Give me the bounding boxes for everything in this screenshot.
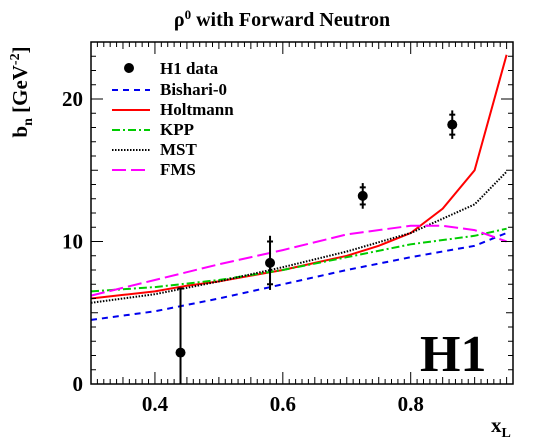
y-tick-label: 20 [62,87,83,111]
series-line-kpp [90,227,507,293]
y-axis-label: bn [GeV-2] [8,46,36,137]
plot-lines [90,54,508,321]
chart-title-sup: 0 [185,7,192,22]
series-line-mst [90,171,508,304]
x-axis-label-sub: L [502,426,511,441]
legend-label-fms: FMS [160,160,196,179]
legend-marker-h1-data [124,63,134,73]
x-tick-label: 0.6 [270,392,296,416]
axes: 0.4 0.6 0.8 0 10 20 [62,41,514,416]
legend-label-bishari-0: Bishari-0 [160,80,227,99]
legend-label-mst: MST [160,140,198,159]
legend-label-holtmann: Holtmann [160,100,234,119]
y-tick-label: 10 [62,230,83,254]
y-axis-label-sup: -2 [8,53,23,65]
y-axis-label-sub: n [21,118,36,126]
x-tick-label: 0.8 [398,392,424,416]
data-point [357,190,368,201]
legend-label-h1-data: H1 data [160,59,219,78]
data-markers [175,110,458,384]
y-tick-label: 0 [73,372,84,396]
series-line-fms [90,224,507,297]
experiment-label: H1 [420,326,486,383]
series-line-holtmann [90,54,508,300]
legend-label-kpp: KPP [160,120,194,139]
x-axis-label: xL [491,413,511,441]
chart-title: ρ0 with Forward Neutron [174,7,390,31]
data-point [175,347,186,358]
data-point [265,257,276,268]
data-point [447,119,458,130]
x-tick-label: 0.4 [142,392,169,416]
